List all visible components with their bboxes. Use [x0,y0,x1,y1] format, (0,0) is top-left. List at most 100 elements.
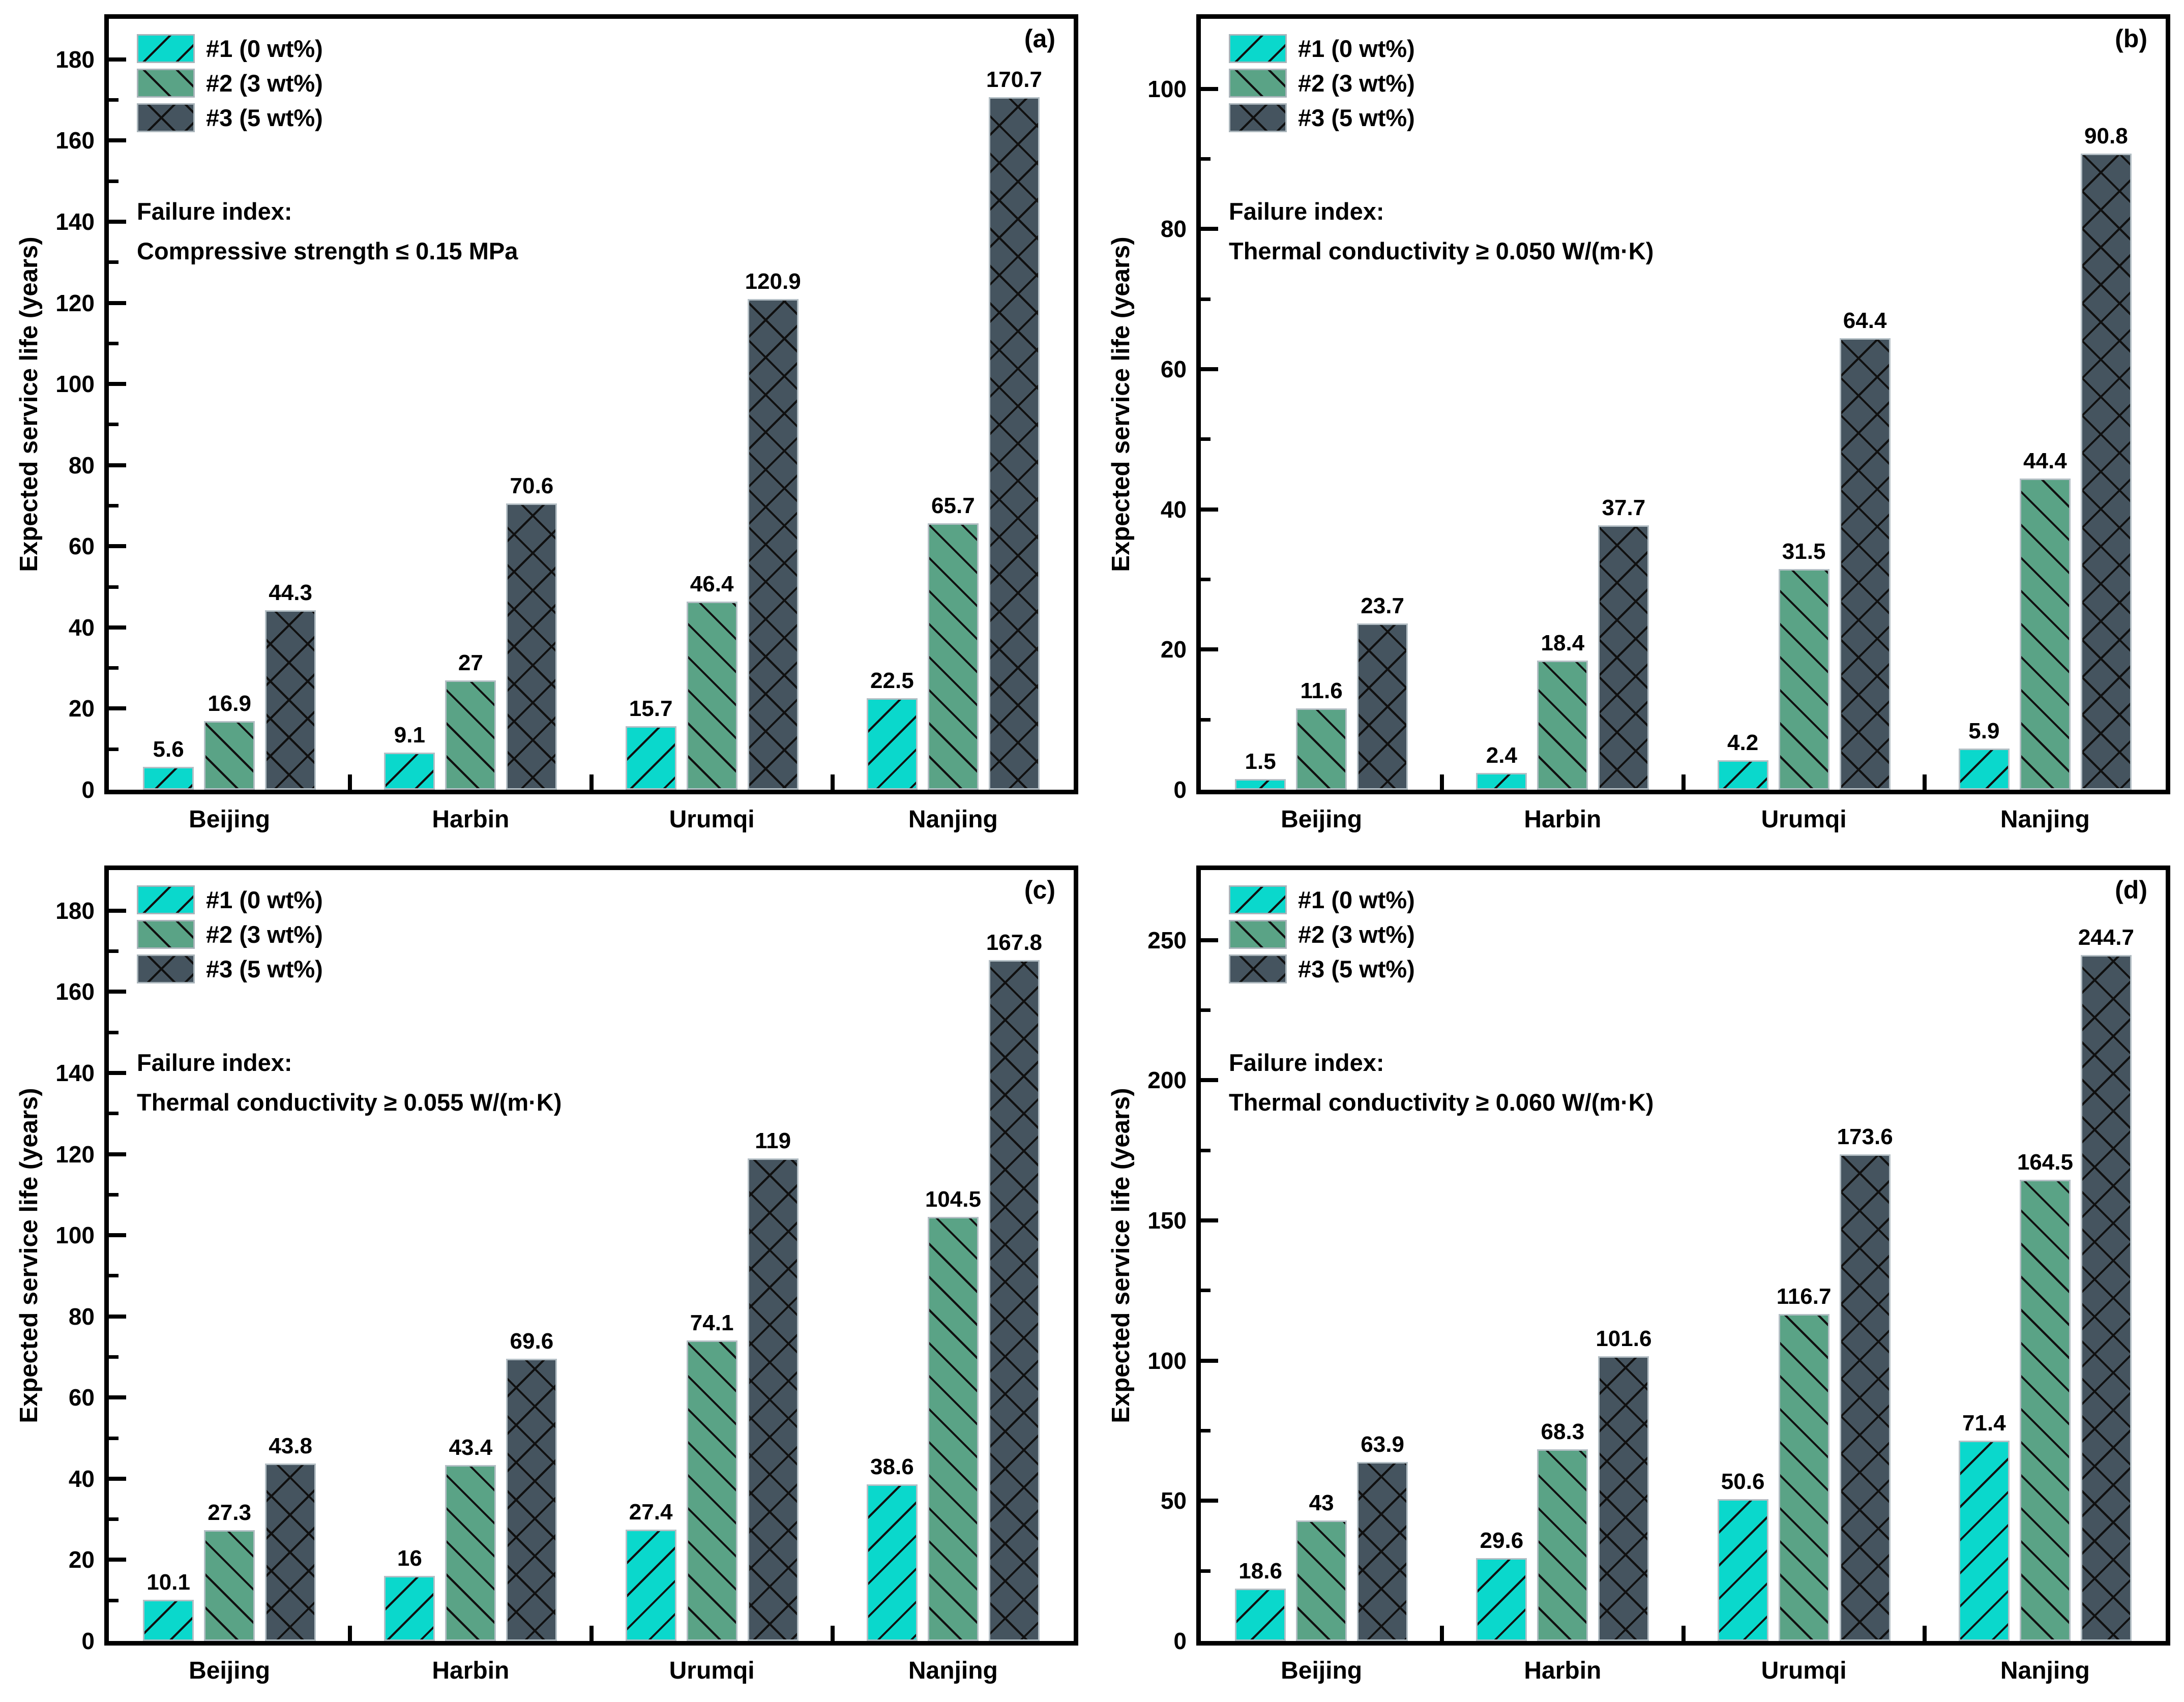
bar-value-label: 27 [458,650,483,675]
bar-nanjing-series1 [866,698,918,790]
legend-label-2: #2 (3 wt%) [206,921,323,948]
y-major-tick [1201,367,1218,372]
bar-value-label: 44.3 [269,580,312,605]
bar-urumqi-series2 [686,601,737,790]
legend-swatch-2 [137,69,195,98]
legend-swatch-3 [1229,103,1287,132]
x-category-label-beijing: Beijing [1281,806,1363,833]
bar-harbin-series3 [1598,1356,1649,1641]
panel-a: Expected service life (years) 0 20 40 60 80 1… [0,0,1092,851]
bar-value-label: 74.1 [690,1310,734,1335]
failure-index-label: Failure index: [137,1049,292,1076]
bar-harbin-series3 [506,1358,557,1641]
legend-label-1: #1 (0 wt%) [1298,886,1415,913]
bar-value-label: 64.4 [1843,308,1887,334]
bar-harbin-series1 [384,753,435,790]
x-category-label-urumqi: Urumqi [669,806,755,833]
y-major-tick [109,382,126,386]
y-major-tick [1201,1218,1218,1223]
bar-urumqi-series2 [1778,569,1829,790]
y-tick-label: 40 [68,1465,95,1492]
y-tick-label: 0 [1173,777,1187,803]
y-tick-label: 0 [81,777,95,803]
bars-layer: 5.6 9.1 15.7 22.5 16.9 27 46.4 65.7 44.3 70.6 120.… [109,19,1074,790]
bar-value-label: 37.7 [1602,495,1646,521]
bar-nanjing-series1 [1958,1441,2010,1641]
x-tick [1922,1626,1927,1641]
legend-swatch-1 [137,885,195,914]
bar-value-label: 22.5 [870,668,914,694]
y-tick-label: 100 [1147,1347,1187,1374]
legend-item-1: #1 (0 wt%) [1229,885,1415,914]
y-tick-label: 100 [1147,75,1187,102]
x-tick [1440,1626,1444,1641]
bar-value-label: 18.4 [1541,631,1585,656]
bar-value-label: 23.7 [1361,593,1404,619]
y-tick-label: 100 [55,1222,95,1249]
legend-item-3: #3 (5 wt%) [137,954,323,983]
x-category-label-urumqi: Urumqi [1761,1657,1847,1684]
bar-beijing-series3 [1357,623,1408,790]
legend-label-3: #3 (5 wt%) [206,955,323,982]
y-minor-tick [109,260,119,264]
y-minor-tick [109,1517,119,1521]
x-tick [1681,774,1686,790]
bar-harbin-series1 [384,1576,435,1641]
y-tick-label: 20 [1160,636,1187,663]
bar-value-label: 43 [1309,1490,1334,1515]
bar-harbin-series3 [506,503,557,790]
failure-index-annotation: Failure index: Thermal conductivity ≥ 0.… [1229,192,1654,271]
y-minor-tick [109,1274,119,1278]
x-tick [348,774,352,790]
bar-value-label: 29.6 [1480,1528,1524,1553]
x-category-label-harbin: Harbin [432,1657,510,1684]
bar-value-label: 46.4 [690,571,734,596]
panel-letter: (c) [1024,876,1055,904]
x-category-label-urumqi: Urumqi [669,1657,755,1684]
y-tick-label: 150 [1147,1207,1187,1234]
y-tick-label: 180 [55,897,95,924]
y-tick-label: 250 [1147,927,1187,953]
bars-layer: 18.6 29.6 50.6 71.4 43 68.3 116.7 164.5 63.9 101.… [1201,870,2166,1641]
bar-value-label: 27.4 [629,1500,673,1525]
legend-label-1: #1 (0 wt%) [1298,35,1415,62]
bar-value-label: 50.6 [1721,1469,1765,1495]
panel-c: Expected service life (years) 0 20 40 60 80 1… [0,851,1092,1702]
bar-value-label: 43.8 [269,1433,312,1458]
x-category-label-urumqi: Urumqi [1761,806,1847,833]
bar-beijing-series3 [265,610,316,790]
y-tick-label: 200 [1147,1067,1187,1094]
y-tick-label: 20 [68,695,95,722]
bar-value-label: 101.6 [1596,1326,1652,1351]
bar-harbin-series2 [445,1465,496,1641]
legend-label-3: #3 (5 wt%) [1298,955,1415,982]
bar-value-label: 120.9 [745,269,801,294]
y-major-tick [109,706,126,711]
plot-area-a: 5.6 9.1 15.7 22.5 16.9 27 46.4 65.7 44.3 70.6 120.… [104,14,1078,794]
bar-urumqi-series1 [625,726,676,790]
y-minor-tick [1201,1148,1211,1152]
failure-index-label: Failure index: [1229,1049,1384,1076]
y-minor-tick [109,1436,119,1440]
y-tick-label: 40 [68,614,95,641]
x-category-label-beijing: Beijing [189,806,271,833]
bar-urumqi-series3 [747,1158,799,1641]
legend-swatch-3 [1229,954,1287,983]
legend-swatch-1 [137,34,195,63]
bar-beijing-series3 [265,1463,316,1641]
bar-value-label: 65.7 [931,493,975,518]
legend-swatch-2 [1229,920,1287,949]
bar-urumqi-series3 [1839,338,1891,790]
y-minor-tick [109,1192,119,1197]
y-major-tick [1201,1078,1218,1083]
y-tick-label: 60 [68,533,95,560]
y-major-tick [1201,86,1218,91]
bar-value-label: 43.4 [449,1435,493,1460]
bar-nanjing-series1 [1958,748,2010,790]
y-major-tick [109,57,126,62]
y-tick-label: 60 [1160,356,1187,383]
y-major-tick [109,1395,126,1400]
panel-letter: (b) [2115,24,2147,53]
x-category-label-harbin: Harbin [432,806,510,833]
bar-value-label: 90.8 [2084,123,2128,148]
